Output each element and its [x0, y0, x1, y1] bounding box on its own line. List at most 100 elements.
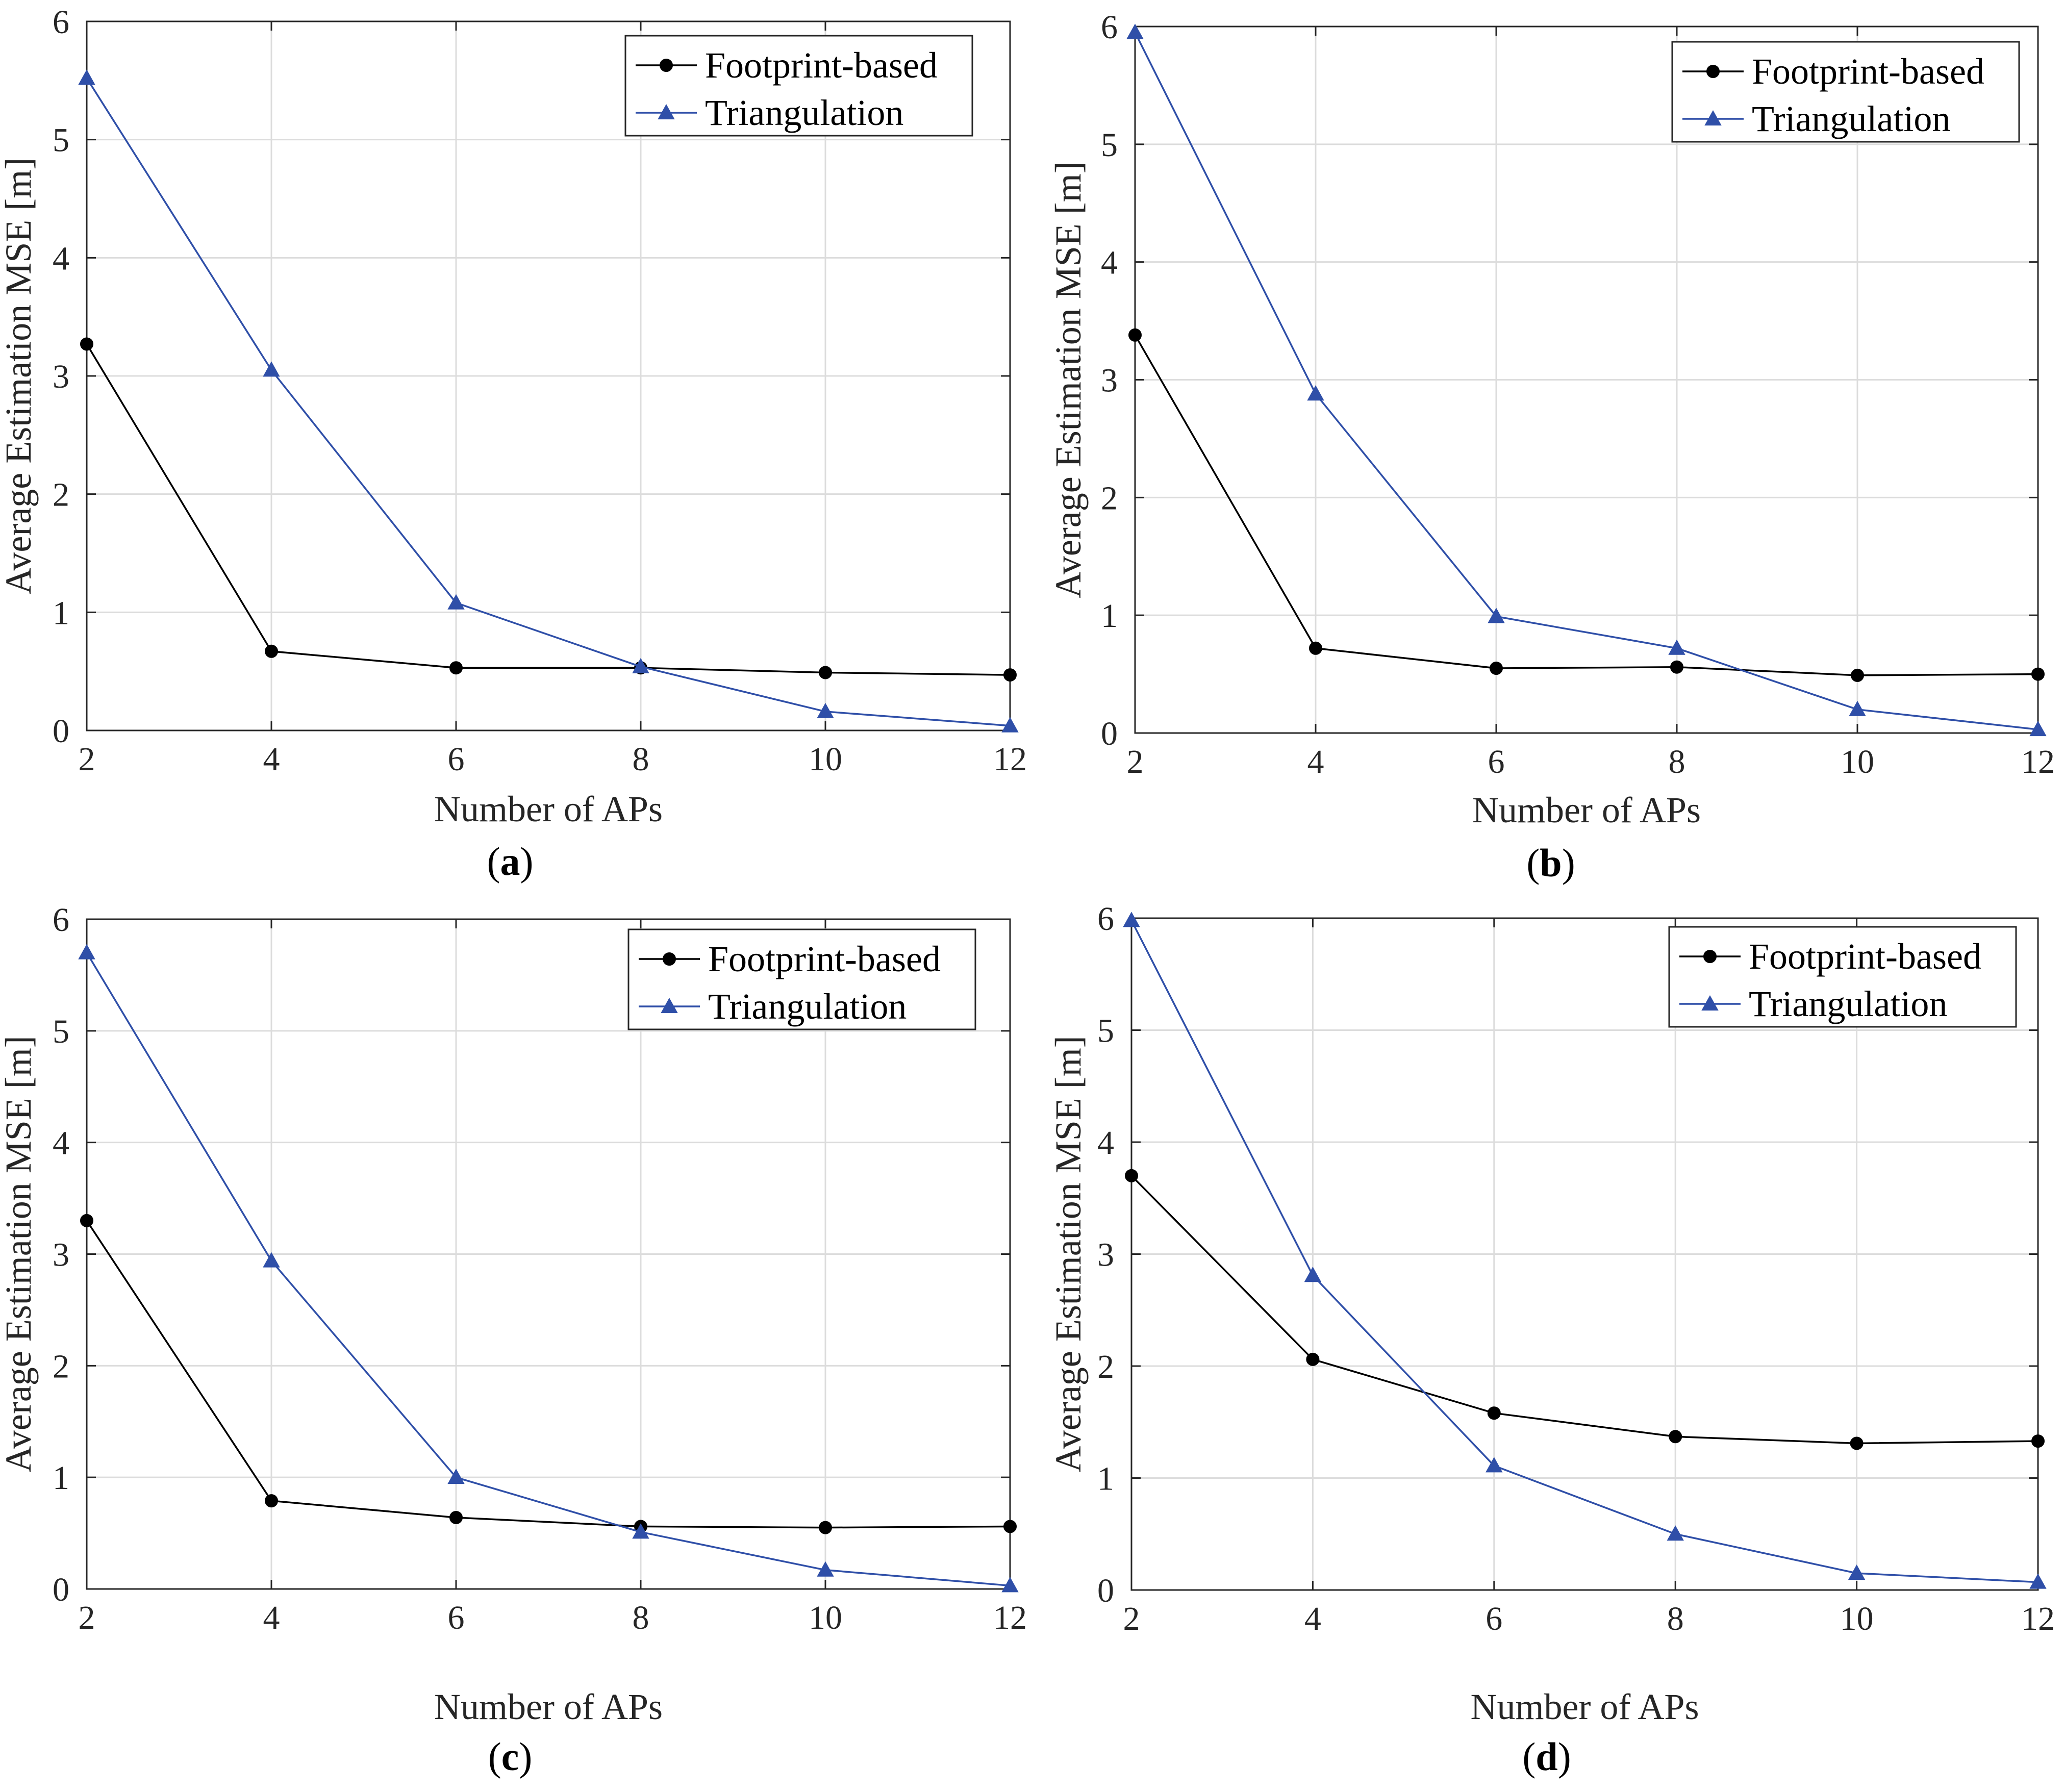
data-point-footprint-based — [2031, 1434, 2045, 1448]
y-tick-label: 2 — [53, 1348, 69, 1385]
legend: Footprint-based Triangulation — [1671, 41, 2020, 143]
data-point-footprint-based — [449, 661, 463, 675]
x-tick-label: 2 — [1127, 743, 1144, 780]
legend: Footprint-based Triangulation — [1668, 926, 2017, 1028]
x-tick-label: 12 — [993, 741, 1027, 778]
data-point-footprint-based — [1306, 1352, 1320, 1366]
data-point-triangulation — [1001, 1577, 1019, 1593]
x-tick-label: 10 — [809, 741, 842, 778]
y-tick-label: 6 — [53, 901, 69, 939]
y-tick-label: 4 — [53, 1125, 69, 1162]
y-tick-label: 4 — [53, 240, 69, 277]
legend-marker — [660, 59, 673, 72]
data-point-triangulation — [1849, 700, 1866, 716]
x-tick-label: 4 — [1304, 1600, 1321, 1637]
data-point-triangulation — [632, 1523, 649, 1539]
data-point-triangulation — [78, 944, 95, 960]
data-point-triangulation — [1001, 717, 1019, 733]
legend-box — [1671, 41, 2020, 143]
legend-label: Footprint-based — [705, 45, 938, 86]
data-point-footprint-based — [1851, 668, 1864, 682]
legend-box — [627, 928, 976, 1030]
subfigure-caption: (d) — [1522, 1734, 1571, 1779]
data-point-triangulation — [817, 702, 834, 718]
legend-label: Footprint-based — [1752, 51, 1984, 92]
y-axis-label: Average Estimation MSE [m] — [1048, 1036, 1089, 1472]
data-point-footprint-based — [2031, 667, 2045, 681]
data-point-triangulation — [1848, 1564, 1866, 1580]
legend-marker — [1703, 950, 1717, 963]
subfigure-letter: c — [501, 1734, 519, 1779]
data-point-triangulation — [78, 69, 95, 85]
legend: Footprint-based Triangulation — [627, 928, 976, 1030]
legend-label: Triangulation — [1749, 983, 1947, 1024]
data-point-triangulation — [1126, 23, 1144, 39]
data-point-triangulation — [817, 1561, 834, 1577]
y-tick-label: 1 — [1097, 1460, 1114, 1498]
x-tick-label: 12 — [993, 1599, 1027, 1636]
y-axis-label: Average Estimation MSE [m] — [1048, 161, 1089, 598]
legend-marker — [1706, 65, 1720, 78]
series-line-triangulation — [1130, 920, 2038, 1583]
x-tick-label: 10 — [1841, 743, 1874, 780]
legend-box — [1668, 926, 2017, 1028]
x-tick-label: 12 — [2021, 1600, 2055, 1637]
x-tick-label: 2 — [79, 1599, 95, 1636]
data-point-footprint-based — [1128, 328, 1142, 342]
y-tick-label: 4 — [1101, 244, 1118, 282]
data-point-triangulation — [263, 361, 280, 377]
x-tick-label: 2 — [1123, 1600, 1140, 1637]
data-point-triangulation — [1667, 1525, 1684, 1541]
series-line-triangulation — [1134, 32, 2038, 730]
y-tick-label: 3 — [1097, 1236, 1114, 1274]
data-point-footprint-based — [1850, 1436, 1864, 1450]
x-axis-label: Number of APs — [434, 789, 663, 829]
y-tick-label: 2 — [1097, 1348, 1114, 1385]
data-point-footprint-based — [80, 1214, 93, 1227]
data-point-footprint-based — [1125, 1169, 1138, 1182]
data-point-footprint-based — [1003, 1520, 1017, 1533]
series-line-triangulation — [86, 952, 1011, 1587]
data-point-footprint-based — [1487, 1406, 1501, 1420]
data-point-triangulation — [447, 1469, 465, 1484]
legend-label: Footprint-based — [1749, 936, 1981, 977]
y-tick-label: 6 — [53, 4, 69, 41]
x-axis-label: Number of APs — [1471, 1686, 1699, 1727]
y-tick-label: 3 — [53, 1236, 69, 1274]
data-point-triangulation — [632, 658, 649, 673]
x-tick-label: 6 — [448, 1599, 465, 1636]
data-point-footprint-based — [265, 644, 278, 658]
x-axis-label: Number of APs — [1472, 790, 1701, 830]
data-point-footprint-based — [265, 1494, 278, 1508]
subfigure-caption: (a) — [487, 839, 534, 884]
y-tick-label: 6 — [1101, 9, 1118, 46]
subfigure-caption: (b) — [1526, 841, 1575, 885]
data-point-triangulation — [2029, 1573, 2047, 1589]
x-tick-label: 8 — [1669, 743, 1685, 780]
data-point-footprint-based — [819, 666, 832, 679]
series-line-footprint-based — [86, 1220, 1011, 1529]
x-tick-label: 8 — [633, 741, 649, 778]
data-point-footprint-based — [1490, 662, 1503, 675]
x-tick-label: 8 — [1667, 1600, 1684, 1637]
series-line-footprint-based — [86, 343, 1011, 676]
x-tick-label: 2 — [79, 741, 95, 778]
x-tick-label: 4 — [1307, 743, 1324, 780]
data-point-footprint-based — [1669, 1430, 1682, 1444]
subfigure-letter: b — [1540, 841, 1562, 885]
data-point-footprint-based — [80, 337, 93, 351]
y-tick-label: 0 — [1101, 715, 1118, 752]
subfigure-letter: d — [1536, 1734, 1557, 1779]
series-line-footprint-based — [1130, 1175, 2038, 1445]
data-point-triangulation — [2029, 721, 2047, 737]
data-point-footprint-based — [819, 1521, 832, 1534]
y-tick-label: 4 — [1097, 1124, 1114, 1162]
data-point-footprint-based — [1309, 641, 1322, 655]
legend-marker — [1701, 995, 1719, 1011]
series-line-triangulation — [86, 78, 1011, 727]
y-tick-label: 2 — [1101, 479, 1118, 517]
